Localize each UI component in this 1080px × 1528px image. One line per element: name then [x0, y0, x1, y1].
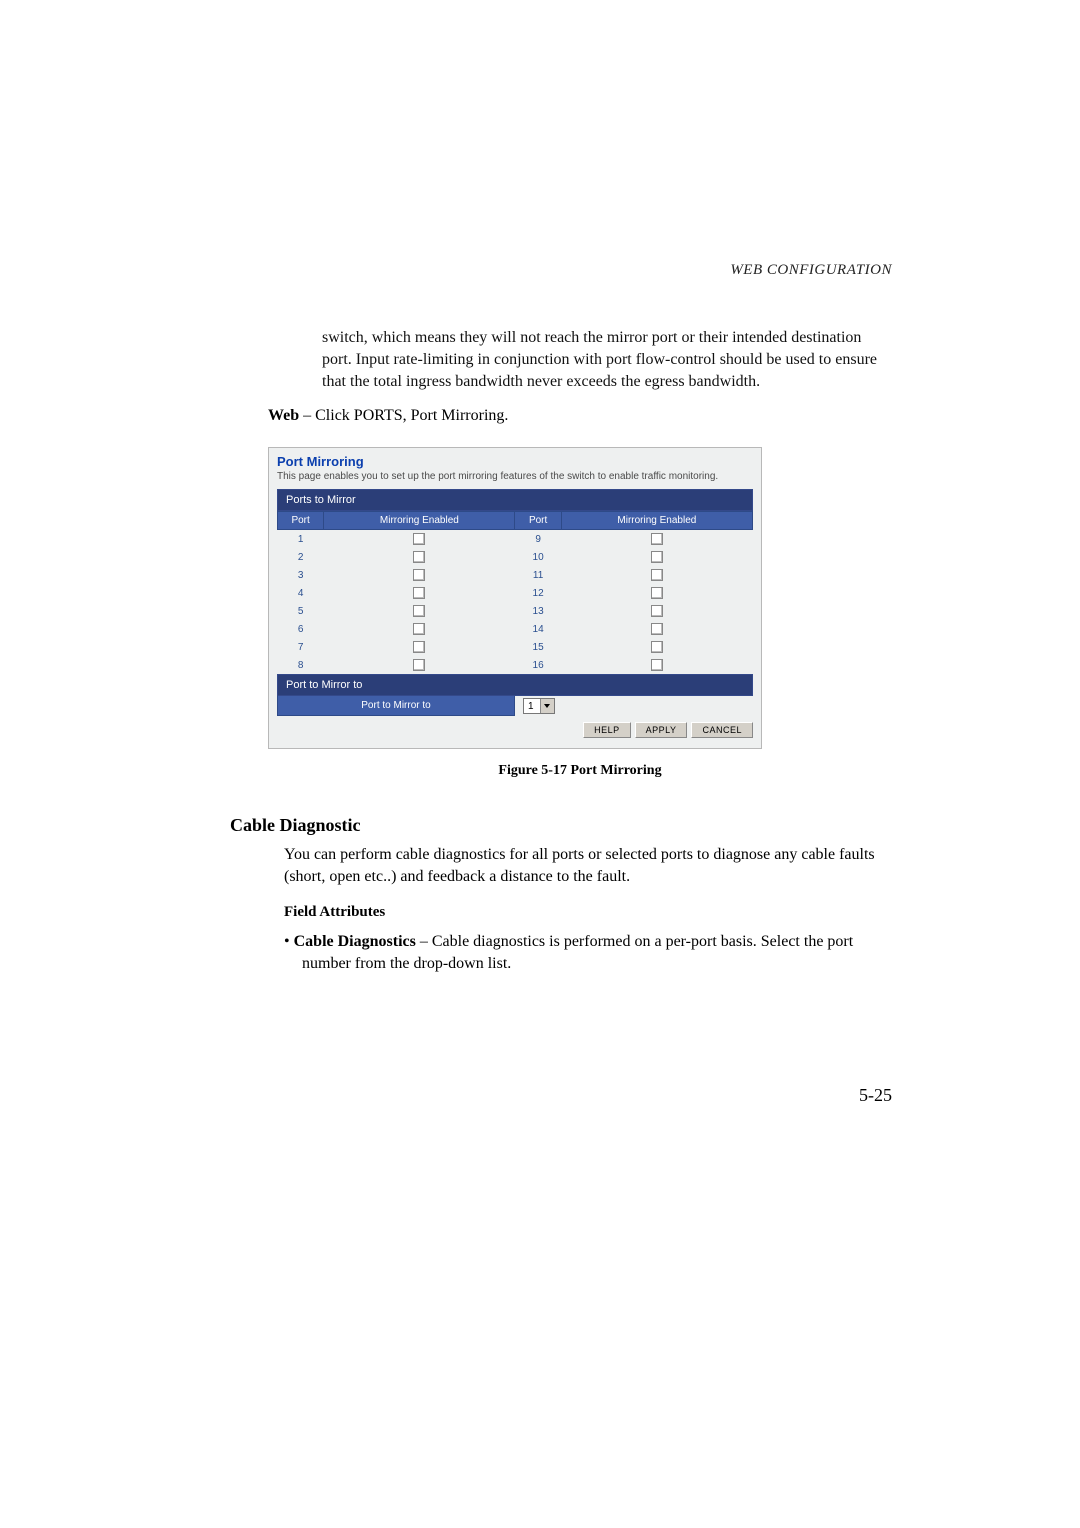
mirroring-checkbox[interactable]	[651, 641, 663, 653]
ports-table: Port Mirroring Enabled Port Mirroring En…	[277, 511, 753, 674]
mirroring-checkbox[interactable]	[651, 551, 663, 563]
cancel-button[interactable]: CANCEL	[691, 722, 753, 738]
ports-to-mirror-bar: Ports to Mirror	[277, 489, 753, 511]
page-number: 5-25	[859, 1085, 892, 1106]
chevron-down-icon	[540, 699, 554, 713]
table-row: 6 14	[278, 620, 753, 638]
figure-caption: Figure 5-17 Port Mirroring	[268, 763, 892, 779]
table-row: 3 11	[278, 566, 753, 584]
port-number: 12	[515, 584, 561, 602]
web-label: Web	[268, 407, 299, 424]
port-to-mirror-to-bar: Port to Mirror to	[277, 674, 753, 696]
port-number: 4	[278, 584, 324, 602]
mirroring-checkbox[interactable]	[413, 641, 425, 653]
port-number: 5	[278, 602, 324, 620]
port-number: 3	[278, 566, 324, 584]
mirror-to-label: Port to Mirror to	[277, 696, 515, 716]
port-number: 9	[515, 530, 561, 549]
web-instruction: Web – Click PORTS, Port Mirroring.	[268, 407, 892, 425]
web-rest: – Click PORTS, Port Mirroring.	[299, 407, 508, 424]
table-row: 7 15	[278, 638, 753, 656]
attr-label: Cable Diagnostics	[294, 933, 416, 950]
mirroring-checkbox[interactable]	[413, 587, 425, 599]
mirroring-checkbox[interactable]	[651, 659, 663, 671]
port-number: 10	[515, 548, 561, 566]
mirroring-checkbox[interactable]	[413, 605, 425, 617]
port-number: 2	[278, 548, 324, 566]
mirror-to-select[interactable]: 1	[523, 698, 555, 714]
mirroring-checkbox[interactable]	[651, 605, 663, 617]
mirroring-checkbox[interactable]	[651, 569, 663, 581]
mirroring-checkbox[interactable]	[651, 533, 663, 545]
shot-title: Port Mirroring	[277, 454, 753, 469]
mirroring-checkbox[interactable]	[413, 533, 425, 545]
help-button[interactable]: HELP	[583, 722, 631, 738]
mirroring-checkbox[interactable]	[413, 569, 425, 581]
attr-cable-diagnostics: Cable Diagnostics – Cable diagnostics is…	[284, 931, 892, 975]
mirror-to-value: 1	[524, 701, 540, 712]
port-number: 16	[515, 656, 561, 674]
mirroring-checkbox[interactable]	[651, 587, 663, 599]
port-mirroring-screenshot: Port Mirroring This page enables you to …	[268, 447, 762, 749]
table-row: 19	[278, 530, 753, 549]
shot-subtitle: This page enables you to set up the port…	[277, 471, 753, 483]
port-number: 6	[278, 620, 324, 638]
cable-diagnostic-heading: Cable Diagnostic	[230, 815, 892, 836]
port-number: 13	[515, 602, 561, 620]
col-enabled-right: Mirroring Enabled	[561, 512, 752, 530]
mirroring-checkbox[interactable]	[413, 659, 425, 671]
table-row: 8 16	[278, 656, 753, 674]
mirroring-checkbox[interactable]	[651, 623, 663, 635]
apply-button[interactable]: APPLY	[635, 722, 688, 738]
col-enabled-left: Mirroring Enabled	[324, 512, 515, 530]
port-number: 8	[278, 656, 324, 674]
port-number: 11	[515, 566, 561, 584]
port-number: 1	[278, 530, 324, 549]
running-header: WEB CONFIGURATION	[268, 262, 892, 279]
port-number: 14	[515, 620, 561, 638]
col-port-right: Port	[515, 512, 561, 530]
port-number: 7	[278, 638, 324, 656]
mirroring-checkbox[interactable]	[413, 623, 425, 635]
table-row: 2 10	[278, 548, 753, 566]
table-row: 5 13	[278, 602, 753, 620]
table-row: 4 12	[278, 584, 753, 602]
col-port-left: Port	[278, 512, 324, 530]
cable-body: You can perform cable diagnostics for al…	[284, 844, 892, 888]
field-attributes-head: Field Attributes	[284, 904, 892, 921]
mirroring-checkbox[interactable]	[413, 551, 425, 563]
port-number: 15	[515, 638, 561, 656]
intro-continuation: switch, which means they will not reach …	[322, 327, 892, 393]
